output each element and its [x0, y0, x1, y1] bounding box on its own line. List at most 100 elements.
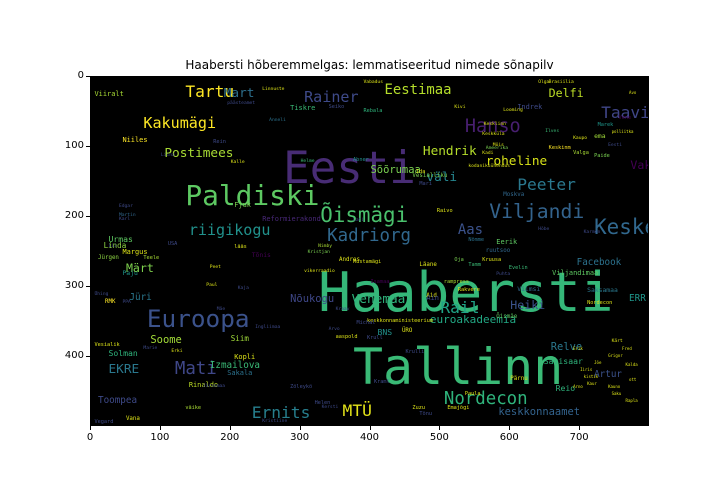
word-68: Jürgen: [97, 254, 119, 261]
word-114: Karl: [118, 217, 131, 223]
word-140: Kärt: [611, 338, 623, 344]
word-167: Karmen: [583, 230, 601, 235]
word-22: Hendrik: [422, 143, 477, 159]
word-15: Rainer: [304, 87, 359, 106]
word-30: Venemaa: [351, 292, 406, 307]
x-tick-label: 0: [86, 432, 94, 443]
word-157: Ühing: [94, 291, 109, 297]
word-169: kistik: [583, 373, 599, 379]
word-151: Erki: [171, 349, 183, 354]
word-181: Rapla: [625, 398, 638, 403]
word-37: Nõukogu: [290, 293, 335, 305]
word-38: Soome: [150, 333, 182, 346]
word-2: Eesti: [283, 143, 416, 194]
x-tick-mark: [579, 426, 581, 430]
word-93: kodanikuühendus: [468, 163, 511, 169]
word-18: Taavi: [601, 103, 649, 122]
word-113: Edgar: [118, 204, 133, 210]
word-60: Tõnis: [251, 251, 271, 259]
word-162: PPA: [122, 300, 131, 305]
word-159: vikerraadio: [304, 268, 335, 274]
x-tick-mark: [229, 426, 231, 430]
word-170: Jõe: [594, 359, 602, 365]
word-99: Kruusa: [482, 256, 502, 263]
word-168: Puhta: [496, 272, 511, 277]
word-8: Hanso: [464, 115, 521, 137]
word-12: MTÜ: [342, 400, 372, 420]
word-63: BNS: [377, 326, 393, 337]
word-158: Kraav: [335, 307, 350, 312]
y-tick-mark: [86, 76, 90, 77]
y-tick-mark: [86, 146, 90, 147]
word-149: Vegard: [94, 419, 114, 425]
word-171: ott: [629, 377, 637, 382]
word-75: ruutsoo: [485, 247, 511, 254]
word-139: Nordecon: [587, 300, 613, 306]
word-143: Zöleykö: [290, 384, 313, 390]
word-120: Lati: [353, 218, 365, 224]
word-9: Kadriorg: [327, 225, 411, 246]
word-50: Urmas: [108, 233, 133, 244]
word-0: Haabersti: [318, 259, 614, 324]
word-132: Krull: [367, 335, 383, 341]
word-161: Kaja: [237, 286, 249, 291]
word-5: Keskerakond: [594, 215, 648, 239]
word-179: Arno: [573, 384, 583, 389]
word-65: Sakala: [227, 368, 253, 377]
word-146: Ingliimaa: [255, 324, 281, 330]
word-163: Lii: [108, 244, 117, 249]
word-115: Kalle: [230, 160, 245, 165]
word-77: Moskva: [503, 191, 525, 198]
word-3: Paldiski: [185, 179, 320, 212]
y-tick-label: 0: [77, 70, 84, 81]
word-164: Hõbe: [538, 226, 550, 232]
x-tick-label: 300: [290, 432, 310, 443]
word-73: Viljandimaa: [552, 268, 599, 277]
word-153: Järvamaa: [202, 384, 226, 389]
word-56: Indrek: [517, 102, 543, 111]
y-tick-mark: [86, 286, 90, 287]
chart-title: Haabersti hõberemmelgas: lemmatiseeritud…: [185, 58, 554, 72]
word-53: Viiralt: [94, 90, 124, 98]
word-57: ema: [594, 132, 606, 140]
word-79: Valga: [573, 149, 589, 156]
word-110: USA: [167, 240, 178, 247]
word-121: Ida: [415, 169, 426, 176]
word-46: Artur: [594, 368, 622, 380]
word-131: ÜRO: [401, 328, 413, 334]
word-129: keskkonnaministeerium: [367, 317, 433, 324]
x-tick-label: 500: [429, 432, 449, 443]
word-123: Looming: [503, 107, 523, 113]
word-172: Erik: [573, 345, 583, 351]
word-107: Nimby: [318, 244, 333, 249]
y-tick-label: 200: [64, 210, 84, 221]
word-91: Mõis: [492, 142, 504, 148]
word-70: Fjuk: [234, 200, 251, 209]
word-20: Peeter: [517, 175, 576, 195]
word-78: Keskinm: [548, 144, 571, 151]
word-36: Jüri: [129, 291, 152, 303]
word-98: Oja: [454, 256, 464, 263]
word-133: Krulli: [405, 349, 425, 355]
x-tick-mark: [90, 426, 91, 430]
word-52: Linda: [103, 240, 127, 250]
word-74: Saksamaa: [587, 286, 618, 294]
word-156: Mäe: [216, 307, 226, 312]
word-17: Kakumägi: [143, 113, 217, 132]
word-85: Rebala: [363, 107, 383, 114]
word-136: Tõnu: [419, 410, 432, 417]
word-102: Rakvere: [457, 287, 480, 294]
word-130: Michal: [356, 319, 376, 326]
word-119: Mari: [419, 181, 432, 187]
x-tick-label: 700: [569, 432, 589, 443]
word-87: päästeamet: [227, 100, 256, 106]
word-45: keskkonnaamet: [498, 406, 581, 419]
word-29: Rail: [440, 297, 480, 317]
word-49: ERR: [629, 293, 646, 304]
word-19: riigikogu: [188, 220, 271, 239]
word-44: Relve: [550, 340, 583, 353]
word-127: Keskküla: [482, 132, 505, 137]
word-122: Kadi: [482, 150, 494, 156]
word-16: Eestimaa: [384, 82, 452, 98]
